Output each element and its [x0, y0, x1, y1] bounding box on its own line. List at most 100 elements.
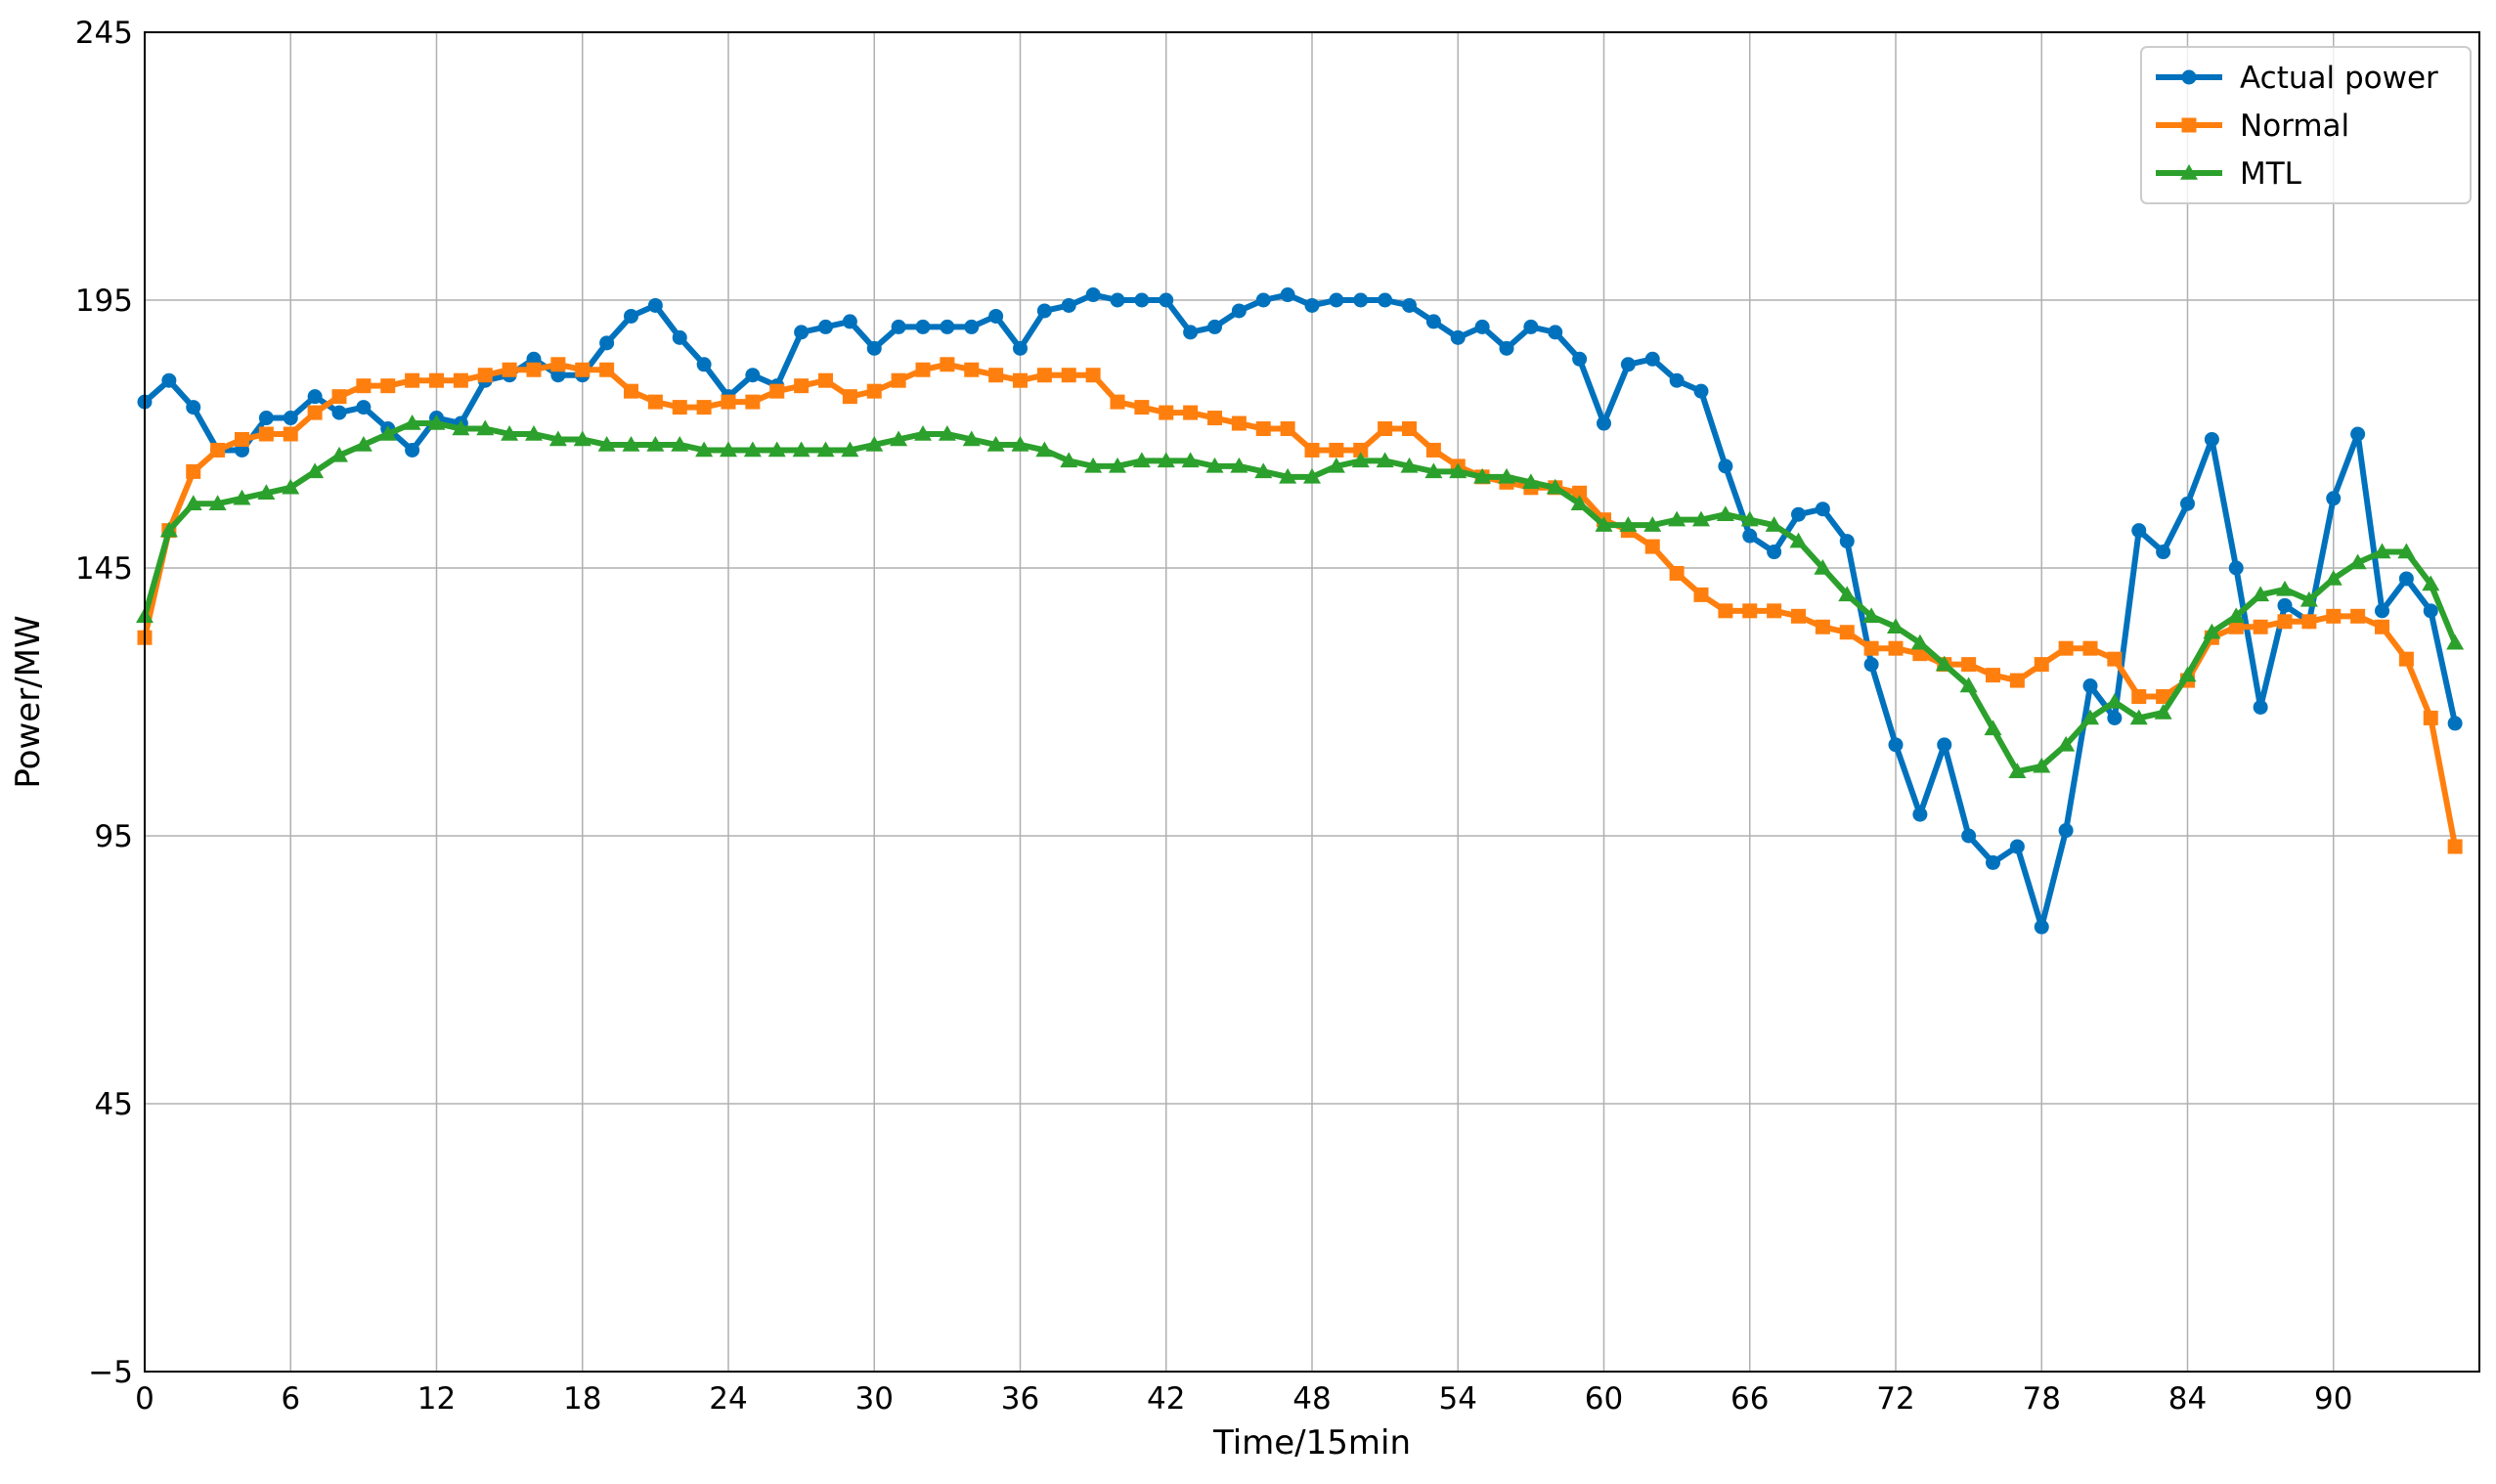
- data-point: [599, 362, 615, 377]
- data-point: [331, 405, 347, 420]
- data-point: [1693, 587, 1709, 602]
- data-point: [354, 435, 372, 452]
- data-point: [1207, 411, 1222, 426]
- data-point: [2129, 709, 2148, 725]
- x-tick-label: 42: [1147, 1381, 1185, 1417]
- data-point: [1230, 457, 1248, 473]
- data-point: [2105, 693, 2124, 709]
- data-point: [1523, 319, 1539, 334]
- data-point: [1110, 394, 1125, 410]
- data-point: [818, 319, 833, 334]
- data-point: [938, 425, 956, 441]
- x-tick-label: 66: [1730, 1381, 1769, 1417]
- legend-label: MTL: [2240, 156, 2302, 192]
- data-point: [2156, 545, 2171, 560]
- data-point: [866, 383, 882, 399]
- data-point: [891, 372, 906, 388]
- y-tick-label: 195: [75, 284, 133, 319]
- data-point: [1791, 506, 1806, 522]
- data-point: [2156, 689, 2171, 705]
- data-point: [2397, 543, 2416, 559]
- data-point: [1937, 737, 1952, 753]
- data-point: [161, 372, 177, 388]
- data-point: [1572, 485, 1588, 501]
- legend-label: Normal: [2240, 109, 2349, 144]
- data-point: [1499, 340, 1514, 356]
- data-point: [1159, 292, 1174, 308]
- data-point: [1815, 619, 1830, 634]
- data-point: [2350, 426, 2366, 442]
- data-point: [1912, 807, 1928, 822]
- data-point: [1327, 457, 1345, 473]
- data-point: [1791, 608, 1806, 624]
- data-point: [696, 400, 712, 415]
- plot-frame: [144, 31, 2480, 1373]
- data-point: [2375, 603, 2389, 619]
- data-point: [1814, 559, 1832, 575]
- data-point: [2131, 523, 2147, 539]
- data-point: [1353, 442, 1369, 458]
- series-actual-power: [137, 287, 2463, 935]
- data-point: [986, 435, 1005, 452]
- data-point: [2350, 608, 2366, 624]
- data-point: [1378, 292, 1393, 308]
- data-point: [1449, 462, 1467, 479]
- data-point: [1669, 372, 1685, 388]
- legend-marker: [2181, 69, 2197, 85]
- data-point: [235, 431, 249, 447]
- data-point: [405, 372, 420, 388]
- data-point: [915, 362, 931, 377]
- y-axis-label: Power/MW: [9, 615, 48, 788]
- data-point: [646, 435, 665, 452]
- data-point: [2081, 709, 2099, 725]
- series-mtl: [136, 415, 2465, 778]
- data-point: [258, 426, 274, 442]
- legend-item: Actual power: [2156, 61, 2438, 96]
- data-point: [307, 405, 323, 420]
- data-point: [1134, 292, 1150, 308]
- data-point: [2008, 763, 2027, 778]
- data-point: [1181, 452, 1200, 468]
- data-point: [743, 441, 762, 458]
- data-point: [597, 435, 616, 452]
- x-tick-label: 18: [563, 1381, 601, 1417]
- data-point: [2203, 623, 2221, 639]
- data-point: [1692, 510, 1710, 527]
- data-point: [1910, 633, 1929, 650]
- data-point: [2034, 657, 2049, 673]
- x-tick-label: 60: [1585, 1381, 1623, 1417]
- data-point: [2277, 597, 2293, 613]
- data-point: [1207, 319, 1222, 334]
- data-point: [1572, 351, 1588, 367]
- data-point: [671, 435, 689, 452]
- data-point: [476, 419, 495, 436]
- data-point: [2009, 839, 2025, 854]
- data-point: [1984, 720, 2002, 736]
- data-point: [1718, 458, 1733, 474]
- data-point: [1400, 457, 1419, 473]
- data-point: [2326, 608, 2342, 624]
- data-point: [186, 400, 201, 415]
- data-point: [1036, 368, 1052, 383]
- data-point: [429, 372, 444, 388]
- data-point: [1815, 502, 1830, 517]
- data-point: [1740, 510, 1759, 527]
- legend-box: [2140, 46, 2472, 204]
- tick-labels: 0 6 12 18 24 30 36 42 48 54 60 66 72 78 84 90 −5 45 95 145 1…: [75, 16, 2353, 1417]
- data-point: [865, 435, 884, 452]
- data-point: [915, 319, 931, 334]
- data-point: [548, 430, 567, 447]
- data-point: [1304, 297, 1320, 313]
- data-point: [1595, 516, 1613, 532]
- data-point: [1644, 539, 1660, 554]
- data-point: [1376, 452, 1394, 468]
- data-point: [816, 441, 835, 458]
- data-point: [1473, 467, 1492, 484]
- data-point: [2082, 678, 2098, 694]
- data-point: [306, 462, 325, 479]
- legend-label: Actual power: [2240, 61, 2438, 96]
- data-point: [1084, 457, 1103, 473]
- data-point: [208, 495, 227, 510]
- data-point: [1839, 534, 1855, 549]
- data-point: [1548, 325, 1563, 340]
